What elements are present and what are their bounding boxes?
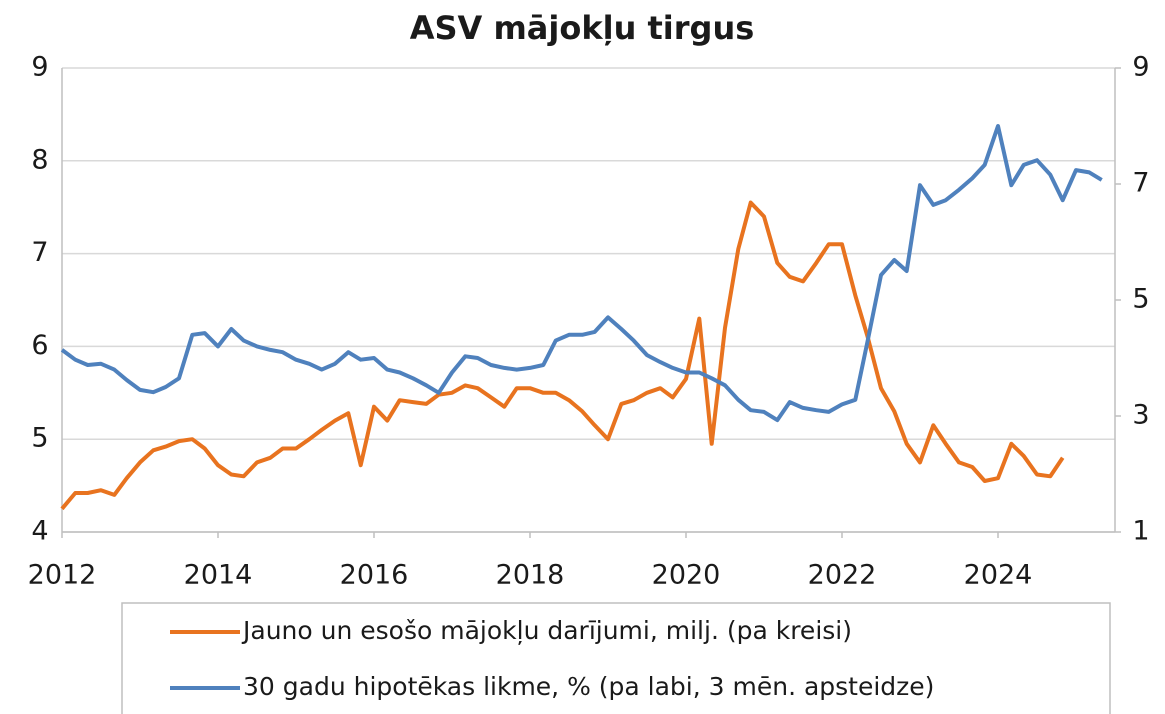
series-line	[60, 200, 1065, 511]
y-tick-label: 7	[31, 237, 48, 268]
x-tick-label: 2016	[340, 560, 409, 591]
legend-box	[121, 602, 1111, 714]
y-tick-label: 5	[31, 423, 48, 454]
x-tick-label: 2022	[808, 560, 877, 591]
legend-label: Jauno un esošo mājokļu darījumi, milj. (…	[241, 616, 852, 645]
y-tick-label: 8	[31, 144, 48, 175]
x-tick-label: 2020	[652, 560, 721, 591]
y2-tick-label: 5	[1132, 284, 1149, 315]
y-tick-label: 4	[31, 516, 48, 547]
y2-tick-label: 7	[1132, 168, 1149, 199]
y-tick-label: 6	[31, 330, 48, 361]
y2-tick-label: 1	[1132, 516, 1149, 547]
y2-tick-label: 9	[1132, 52, 1149, 83]
x-tick-label: 2014	[184, 560, 253, 591]
x-tick-label: 2012	[28, 560, 97, 591]
chart-title: ASV mājokļu tirgus	[410, 9, 755, 47]
x-tick-label: 2024	[964, 560, 1033, 591]
y2-tick-label: 3	[1132, 400, 1149, 431]
legend-label: 30 gadu hipotēkas likme, % (pa labi, 3 m…	[243, 672, 934, 701]
y-tick-label: 9	[31, 52, 48, 83]
x-tick-label: 2018	[496, 560, 565, 591]
series-line	[60, 124, 1103, 423]
